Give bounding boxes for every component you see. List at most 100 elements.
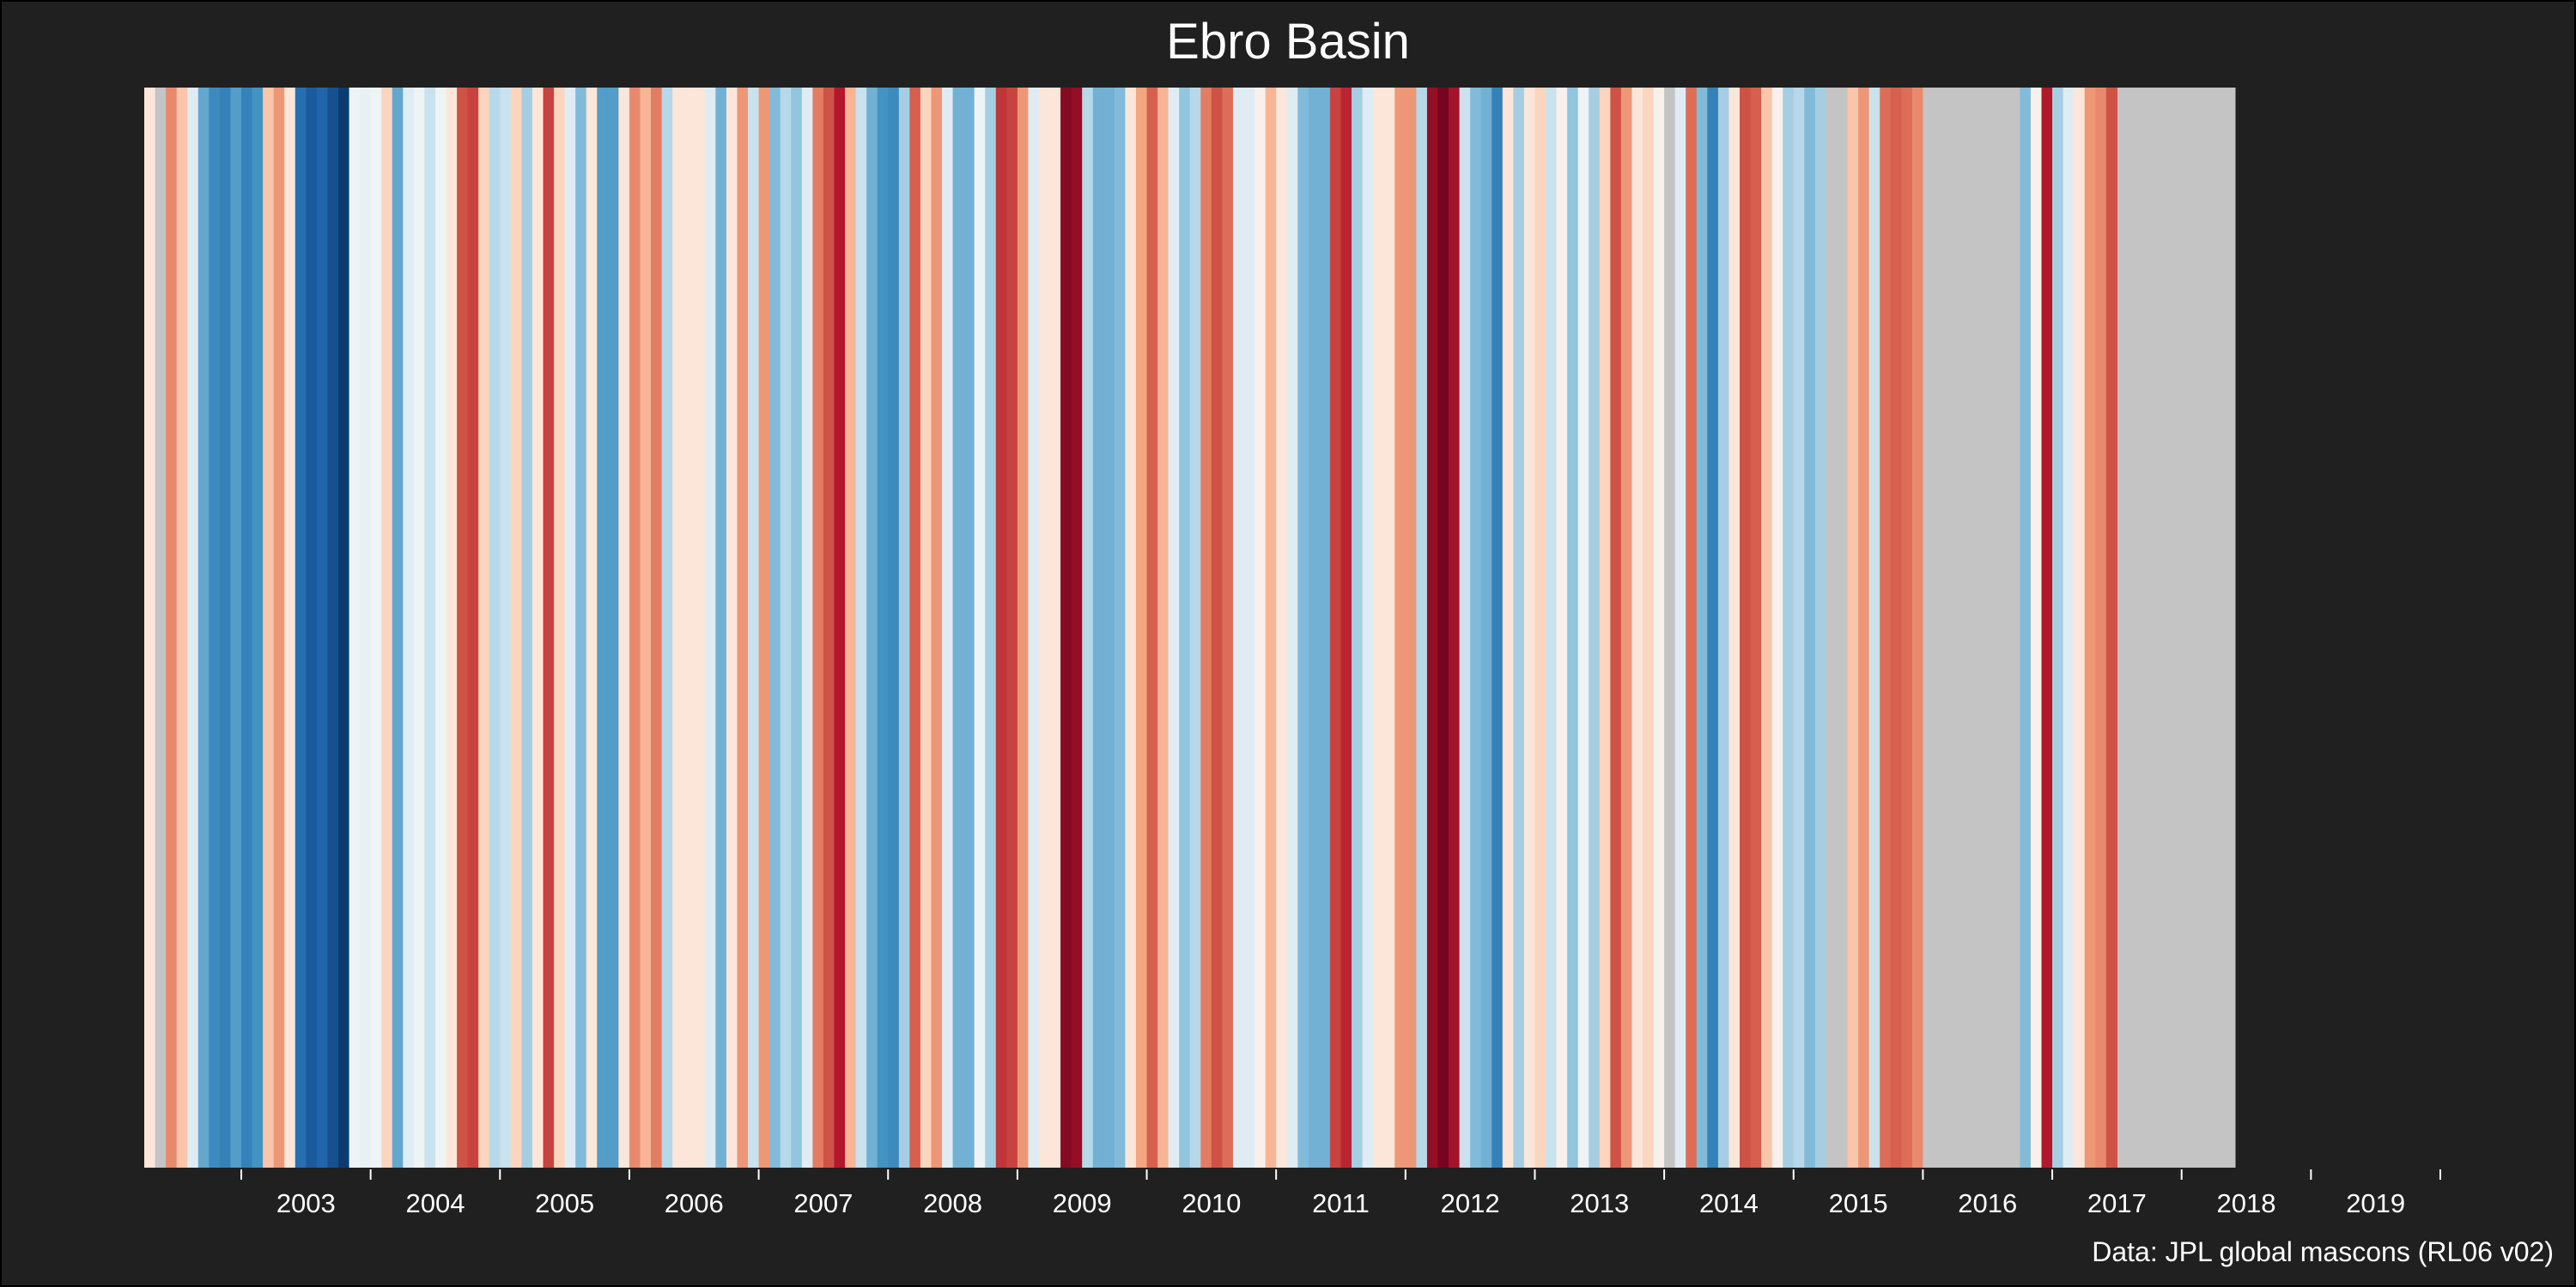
stripe-2010-04: [1179, 88, 1191, 1168]
stripe-2006-07: [694, 88, 706, 1168]
stripe-2002-05: [155, 88, 167, 1168]
stripe-2009-02: [1028, 88, 1040, 1168]
stripe-2005-08: [575, 88, 587, 1168]
stripe-2010-06: [1200, 88, 1212, 1168]
stripe-2004-04: [403, 88, 415, 1168]
stripe-2006-01: [629, 88, 641, 1168]
stripe-2005-01: [500, 88, 512, 1168]
stripe-2015-06: [1847, 88, 1859, 1168]
x-tick-label-2008: 2008: [923, 1188, 982, 1218]
stripe-2012-06: [1459, 88, 1471, 1168]
stripe-2016-12: [2041, 88, 2053, 1168]
stripe-2003-05: [284, 88, 296, 1168]
x-tick-label-2012: 2012: [1441, 1188, 1500, 1218]
stripe-2013-04: [1567, 88, 1579, 1168]
stripe-2007-03: [780, 88, 792, 1168]
stripe-2016-09: [2008, 88, 2020, 1168]
stripe-2004-02: [381, 88, 393, 1168]
stripe-2002-04: [144, 88, 156, 1168]
stripe-2014-02: [1674, 88, 1686, 1168]
stripe-2008-08: [963, 88, 975, 1168]
stripe-2011-12: [1394, 88, 1406, 1168]
stripe-2005-03: [521, 88, 533, 1168]
x-tick-label-2018: 2018: [2217, 1188, 2276, 1218]
stripe-2007-06: [812, 88, 824, 1168]
stripe-2007-05: [801, 88, 813, 1168]
stripe-2016-05: [1965, 88, 1978, 1168]
stripe-2010-07: [1211, 88, 1223, 1168]
stripe-2006-11: [737, 88, 749, 1168]
stripe-2008-02: [898, 88, 910, 1168]
stripe-2013-01: [1534, 88, 1546, 1168]
stripe-2014-08: [1739, 88, 1752, 1168]
stripe-2004-05: [413, 88, 426, 1168]
stripe-2005-12: [618, 88, 630, 1168]
stripe-2003-11: [349, 88, 361, 1168]
stripe-2016-10: [2020, 88, 2032, 1168]
stripe-2012-07: [1470, 88, 1482, 1168]
stripe-2011-06: [1329, 88, 1342, 1168]
stripe-2013-07: [1599, 88, 1611, 1168]
stripe-2013-06: [1589, 88, 1601, 1168]
stripe-2014-11: [1771, 88, 1783, 1168]
x-tick-label-2011: 2011: [1312, 1188, 1370, 1218]
x-tick-label-2006: 2006: [665, 1188, 724, 1218]
x-tick-label-2007: 2007: [793, 1188, 853, 1218]
stripe-2010-12: [1265, 88, 1277, 1168]
stripe-2011-08: [1352, 88, 1364, 1168]
stripe-2004-07: [434, 88, 447, 1168]
stripe-2015-08: [1868, 88, 1880, 1168]
stripe-2006-08: [704, 88, 716, 1168]
stripe-2005-10: [597, 88, 609, 1168]
stripe-2007-10: [855, 88, 867, 1168]
stripe-2005-09: [586, 88, 598, 1168]
stripe-2010-02: [1157, 88, 1170, 1168]
stripe-2012-01: [1405, 88, 1417, 1168]
stripe-2008-04: [920, 88, 933, 1168]
stripe-2012-10: [1502, 88, 1514, 1168]
data-source-caption: Data: JPL global mascons (RL06 v02): [2092, 1236, 2554, 1267]
stripe-2016-07: [1987, 88, 1999, 1168]
stripe-2005-05: [543, 88, 555, 1168]
stripe-2017-01: [2052, 88, 2064, 1168]
stripe-2007-12: [877, 88, 889, 1168]
stripe-2002-06: [166, 88, 178, 1168]
stripe-2014-01: [1664, 88, 1676, 1168]
stripe-2007-01: [758, 88, 770, 1168]
stripe-2006-12: [748, 88, 760, 1168]
stripe-2014-12: [1783, 88, 1795, 1168]
stripe-2015-02: [1804, 88, 1816, 1168]
stripe-2011-10: [1373, 88, 1385, 1168]
stripe-2009-09: [1103, 88, 1115, 1168]
stripe-2004-01: [370, 88, 382, 1168]
stripe-2014-04: [1696, 88, 1708, 1168]
stripe-2013-03: [1556, 88, 1568, 1168]
stripe-2006-04: [661, 88, 673, 1168]
stripe-2016-11: [2030, 88, 2043, 1168]
stripe-2004-12: [489, 88, 501, 1168]
stripe-2004-09: [457, 88, 469, 1168]
stripe-2004-06: [424, 88, 436, 1168]
stripe-2002-09: [197, 88, 210, 1168]
stripe-2015-04: [1826, 88, 1838, 1168]
stripe-2017-02: [2063, 88, 2075, 1168]
x-tick-label-2013: 2013: [1570, 1188, 1629, 1218]
stripe-2015-10: [1890, 88, 1902, 1168]
stripe-2017-04: [2084, 88, 2096, 1168]
stripe-2005-04: [532, 88, 544, 1168]
stripe-2002-11: [219, 88, 232, 1168]
stripe-2003-12: [360, 88, 372, 1168]
stripe-2010-09: [1232, 88, 1245, 1168]
stripe-2010-08: [1222, 88, 1234, 1168]
stripe-2003-09: [327, 88, 339, 1168]
stripe-2005-07: [564, 88, 576, 1168]
stripe-2008-10: [985, 88, 997, 1168]
stripe-2003-06: [295, 88, 307, 1168]
stripe-2004-10: [467, 88, 479, 1168]
stripe-2011-04: [1308, 88, 1320, 1168]
stripe-2007-08: [834, 88, 846, 1168]
stripe-2015-11: [1901, 88, 1913, 1168]
stripe-2009-12: [1135, 88, 1148, 1168]
stripe-2004-03: [392, 88, 404, 1168]
